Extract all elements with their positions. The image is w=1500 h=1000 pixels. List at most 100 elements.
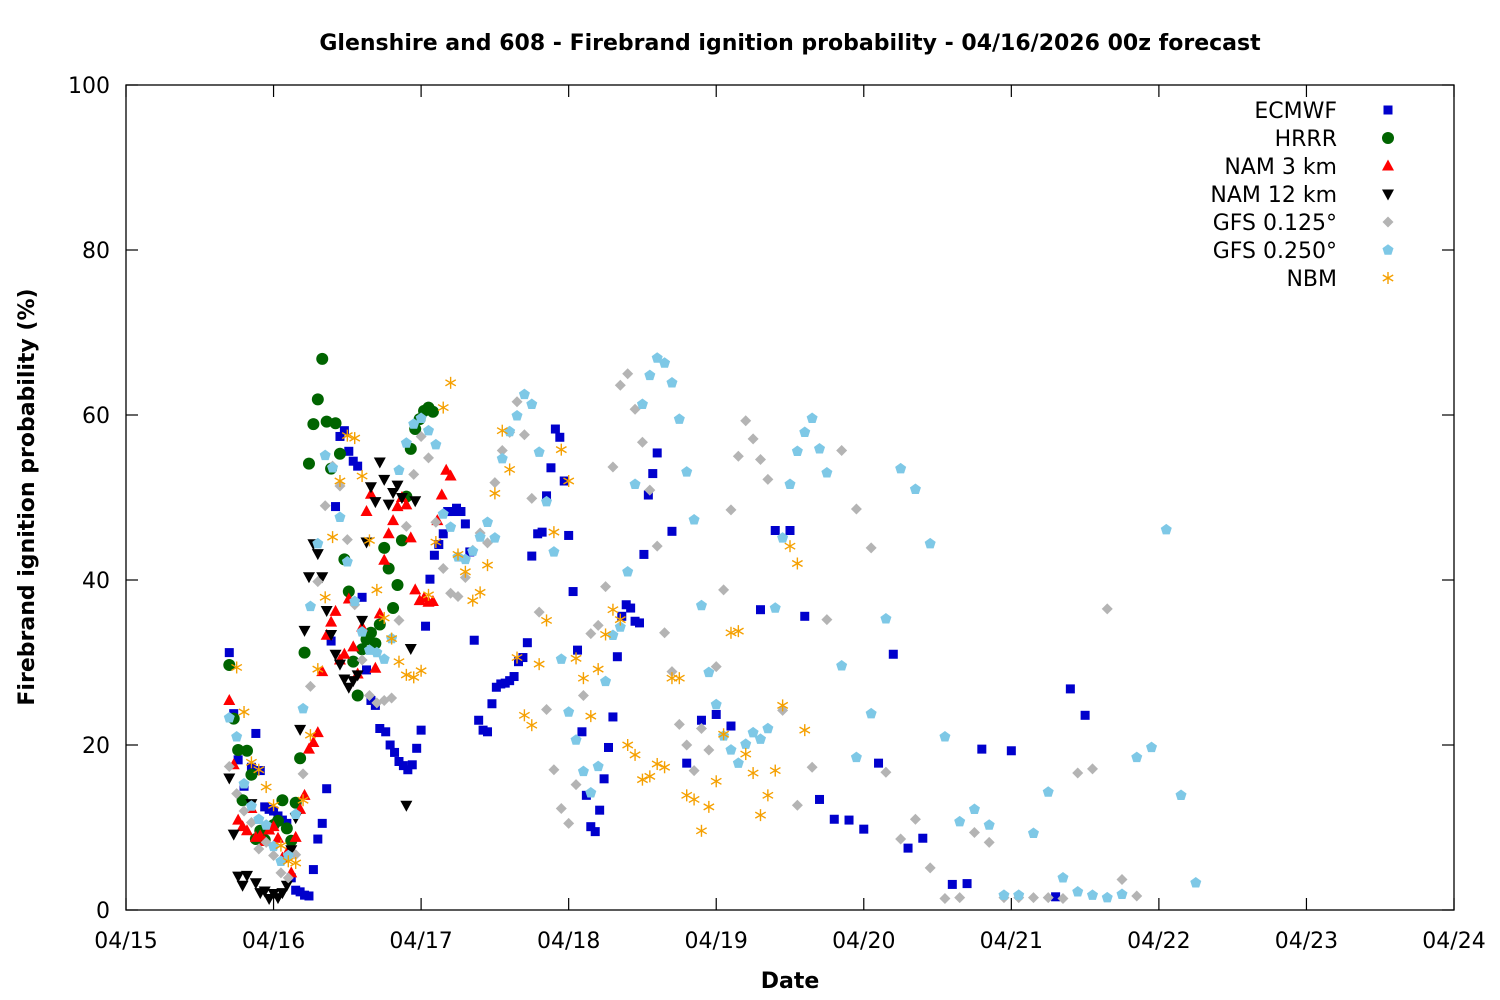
data-point xyxy=(245,768,258,781)
data-point xyxy=(341,429,353,442)
data-point xyxy=(636,773,648,786)
data-point xyxy=(496,424,508,437)
data-point xyxy=(688,793,700,806)
data-point xyxy=(489,477,501,489)
data-point xyxy=(563,475,575,487)
legend-label: HRRR xyxy=(1275,127,1337,152)
data-point xyxy=(275,867,287,879)
data-point xyxy=(334,511,346,522)
data-point xyxy=(651,540,663,552)
x-tick-label: 04/24 xyxy=(1422,929,1485,954)
data-point xyxy=(577,765,589,777)
data-point xyxy=(404,531,417,543)
data-point xyxy=(880,766,892,778)
data-point xyxy=(371,646,383,658)
data-point xyxy=(895,462,907,474)
data-point xyxy=(348,456,358,466)
data-point xyxy=(651,352,663,363)
data-point xyxy=(968,803,980,815)
data-point xyxy=(666,666,678,678)
data-point xyxy=(245,800,257,811)
data-point xyxy=(430,536,442,549)
data-point xyxy=(482,537,494,549)
legend-label: NAM 12 km xyxy=(1210,183,1337,208)
data-point xyxy=(238,706,250,718)
data-point xyxy=(329,417,342,430)
data-point xyxy=(240,744,253,757)
data-point xyxy=(659,627,671,639)
data-point xyxy=(360,505,373,517)
data-point xyxy=(313,834,323,844)
data-point xyxy=(366,695,376,705)
data-point xyxy=(977,744,987,754)
data-point xyxy=(546,463,556,473)
data-point xyxy=(391,500,404,512)
data-point xyxy=(821,466,833,478)
data-point xyxy=(526,398,538,409)
data-point xyxy=(347,640,360,652)
data-point xyxy=(592,663,604,676)
data-point xyxy=(489,487,501,500)
data-point xyxy=(429,550,439,560)
data-point xyxy=(688,765,700,777)
data-point xyxy=(586,822,596,832)
data-point xyxy=(422,452,434,464)
data-point xyxy=(622,368,634,380)
data-point xyxy=(770,526,780,535)
data-point xyxy=(909,813,921,825)
data-point xyxy=(740,748,752,761)
data-point xyxy=(1080,710,1090,720)
data-point xyxy=(312,576,324,588)
data-point xyxy=(341,556,353,567)
data-point xyxy=(681,739,693,751)
x-tick-label: 04/23 xyxy=(1275,929,1338,954)
data-point xyxy=(467,545,479,556)
data-point xyxy=(319,449,331,461)
data-point xyxy=(415,664,427,677)
data-point xyxy=(537,527,547,537)
data-point xyxy=(304,891,314,901)
data-point xyxy=(316,665,329,677)
data-point xyxy=(643,490,653,500)
data-point xyxy=(408,468,420,480)
data-point xyxy=(725,626,737,639)
data-point xyxy=(253,763,265,776)
data-point xyxy=(322,784,332,794)
data-point xyxy=(356,615,369,627)
data-point xyxy=(726,721,736,731)
data-point xyxy=(791,799,803,811)
data-point xyxy=(430,516,442,528)
data-point xyxy=(696,715,706,725)
data-point xyxy=(356,654,368,666)
data-point xyxy=(297,702,309,714)
data-point xyxy=(874,758,884,768)
plot-area xyxy=(223,352,1202,905)
data-point xyxy=(651,757,663,770)
data-point xyxy=(629,748,641,761)
data-point xyxy=(1042,786,1054,797)
legend-marker xyxy=(1382,189,1394,201)
data-point xyxy=(317,818,327,828)
legend-marker xyxy=(1382,244,1394,255)
data-point xyxy=(391,578,404,591)
data-point xyxy=(939,730,951,742)
data-point xyxy=(382,527,395,539)
data-point xyxy=(821,614,833,626)
data-point xyxy=(298,625,311,637)
data-point xyxy=(327,462,339,473)
data-point xyxy=(740,415,752,427)
data-point xyxy=(968,826,980,838)
legend: ECMWF HRRR NAM 3 km NAM 12 km GFS 0.125° GFS … xyxy=(1210,99,1394,292)
data-point xyxy=(308,865,318,875)
data-point xyxy=(563,706,575,717)
data-point xyxy=(403,765,413,775)
data-point xyxy=(1057,892,1069,904)
data-point xyxy=(903,843,913,853)
data-point xyxy=(409,496,422,508)
data-point xyxy=(460,519,470,529)
data-point xyxy=(268,850,280,862)
data-point xyxy=(422,588,435,601)
data-point xyxy=(592,760,604,772)
data-point xyxy=(1131,890,1143,902)
data-point xyxy=(777,532,789,543)
